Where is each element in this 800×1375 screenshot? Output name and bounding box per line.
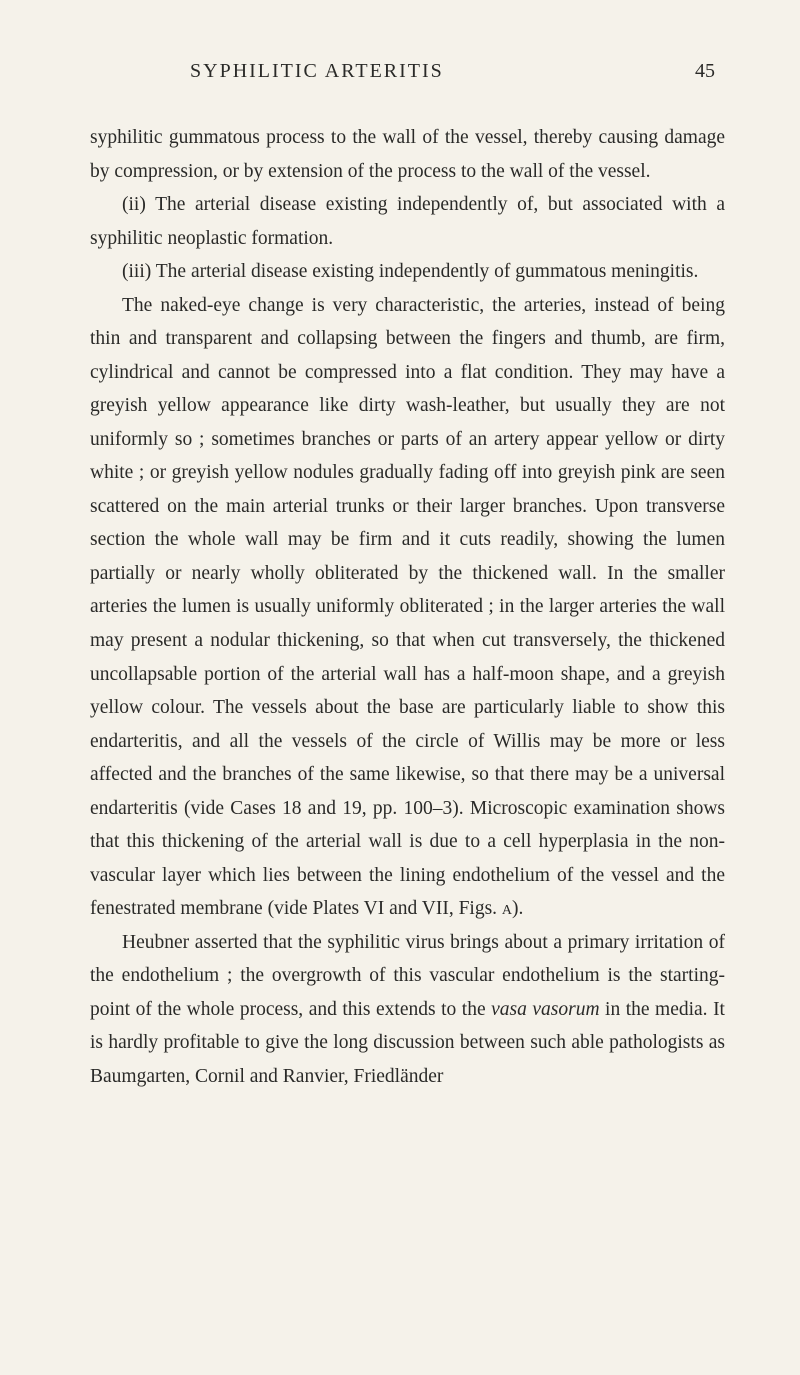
page-title: SYPHILITIC ARTERITIS xyxy=(190,60,444,83)
paragraph-3: (iii) The arterial disease existing inde… xyxy=(90,255,725,289)
body-text: syphilitic gummatous process to the wall… xyxy=(90,121,725,1093)
paragraph-4-end: ). xyxy=(512,898,523,919)
smallcaps-a: a xyxy=(502,898,512,919)
vasa-vasorum-italic: vasa vasorum xyxy=(491,999,599,1020)
paragraph-4-main: The naked-eye change is very characteris… xyxy=(90,295,725,920)
page-header: SYPHILITIC ARTERITIS 45 xyxy=(90,60,725,83)
paragraph-5: Heubner asserted that the syphilitic vir… xyxy=(90,926,725,1094)
page-number: 45 xyxy=(695,60,715,83)
paragraph-4: The naked-eye change is very characteris… xyxy=(90,289,725,926)
paragraph-2: (ii) The arterial disease existing indep… xyxy=(90,188,725,255)
paragraph-1: syphilitic gummatous process to the wall… xyxy=(90,121,725,188)
